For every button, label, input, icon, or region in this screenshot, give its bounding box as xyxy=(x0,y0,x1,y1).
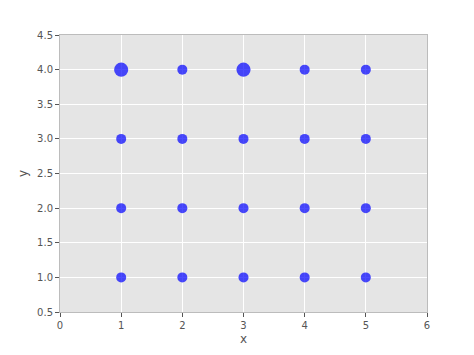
svg-text:3.5: 3.5 xyxy=(37,99,53,110)
svg-text:2: 2 xyxy=(179,320,185,331)
svg-text:0.5: 0.5 xyxy=(37,307,53,318)
svg-text:2.0: 2.0 xyxy=(37,203,53,214)
svg-text:4.5: 4.5 xyxy=(37,30,53,41)
svg-text:1: 1 xyxy=(118,320,124,331)
svg-text:x: x xyxy=(240,332,247,346)
svg-text:1.0: 1.0 xyxy=(37,272,53,283)
svg-text:2.5: 2.5 xyxy=(37,168,53,179)
svg-text:4: 4 xyxy=(301,320,307,331)
svg-text:3: 3 xyxy=(240,320,246,331)
svg-text:3.0: 3.0 xyxy=(37,133,53,144)
svg-text:6: 6 xyxy=(424,320,430,331)
svg-text:4.0: 4.0 xyxy=(37,64,53,75)
svg-text:0: 0 xyxy=(57,320,63,331)
svg-text:5: 5 xyxy=(363,320,369,331)
svg-text:y: y xyxy=(16,170,30,177)
svg-text:1.5: 1.5 xyxy=(37,237,53,248)
